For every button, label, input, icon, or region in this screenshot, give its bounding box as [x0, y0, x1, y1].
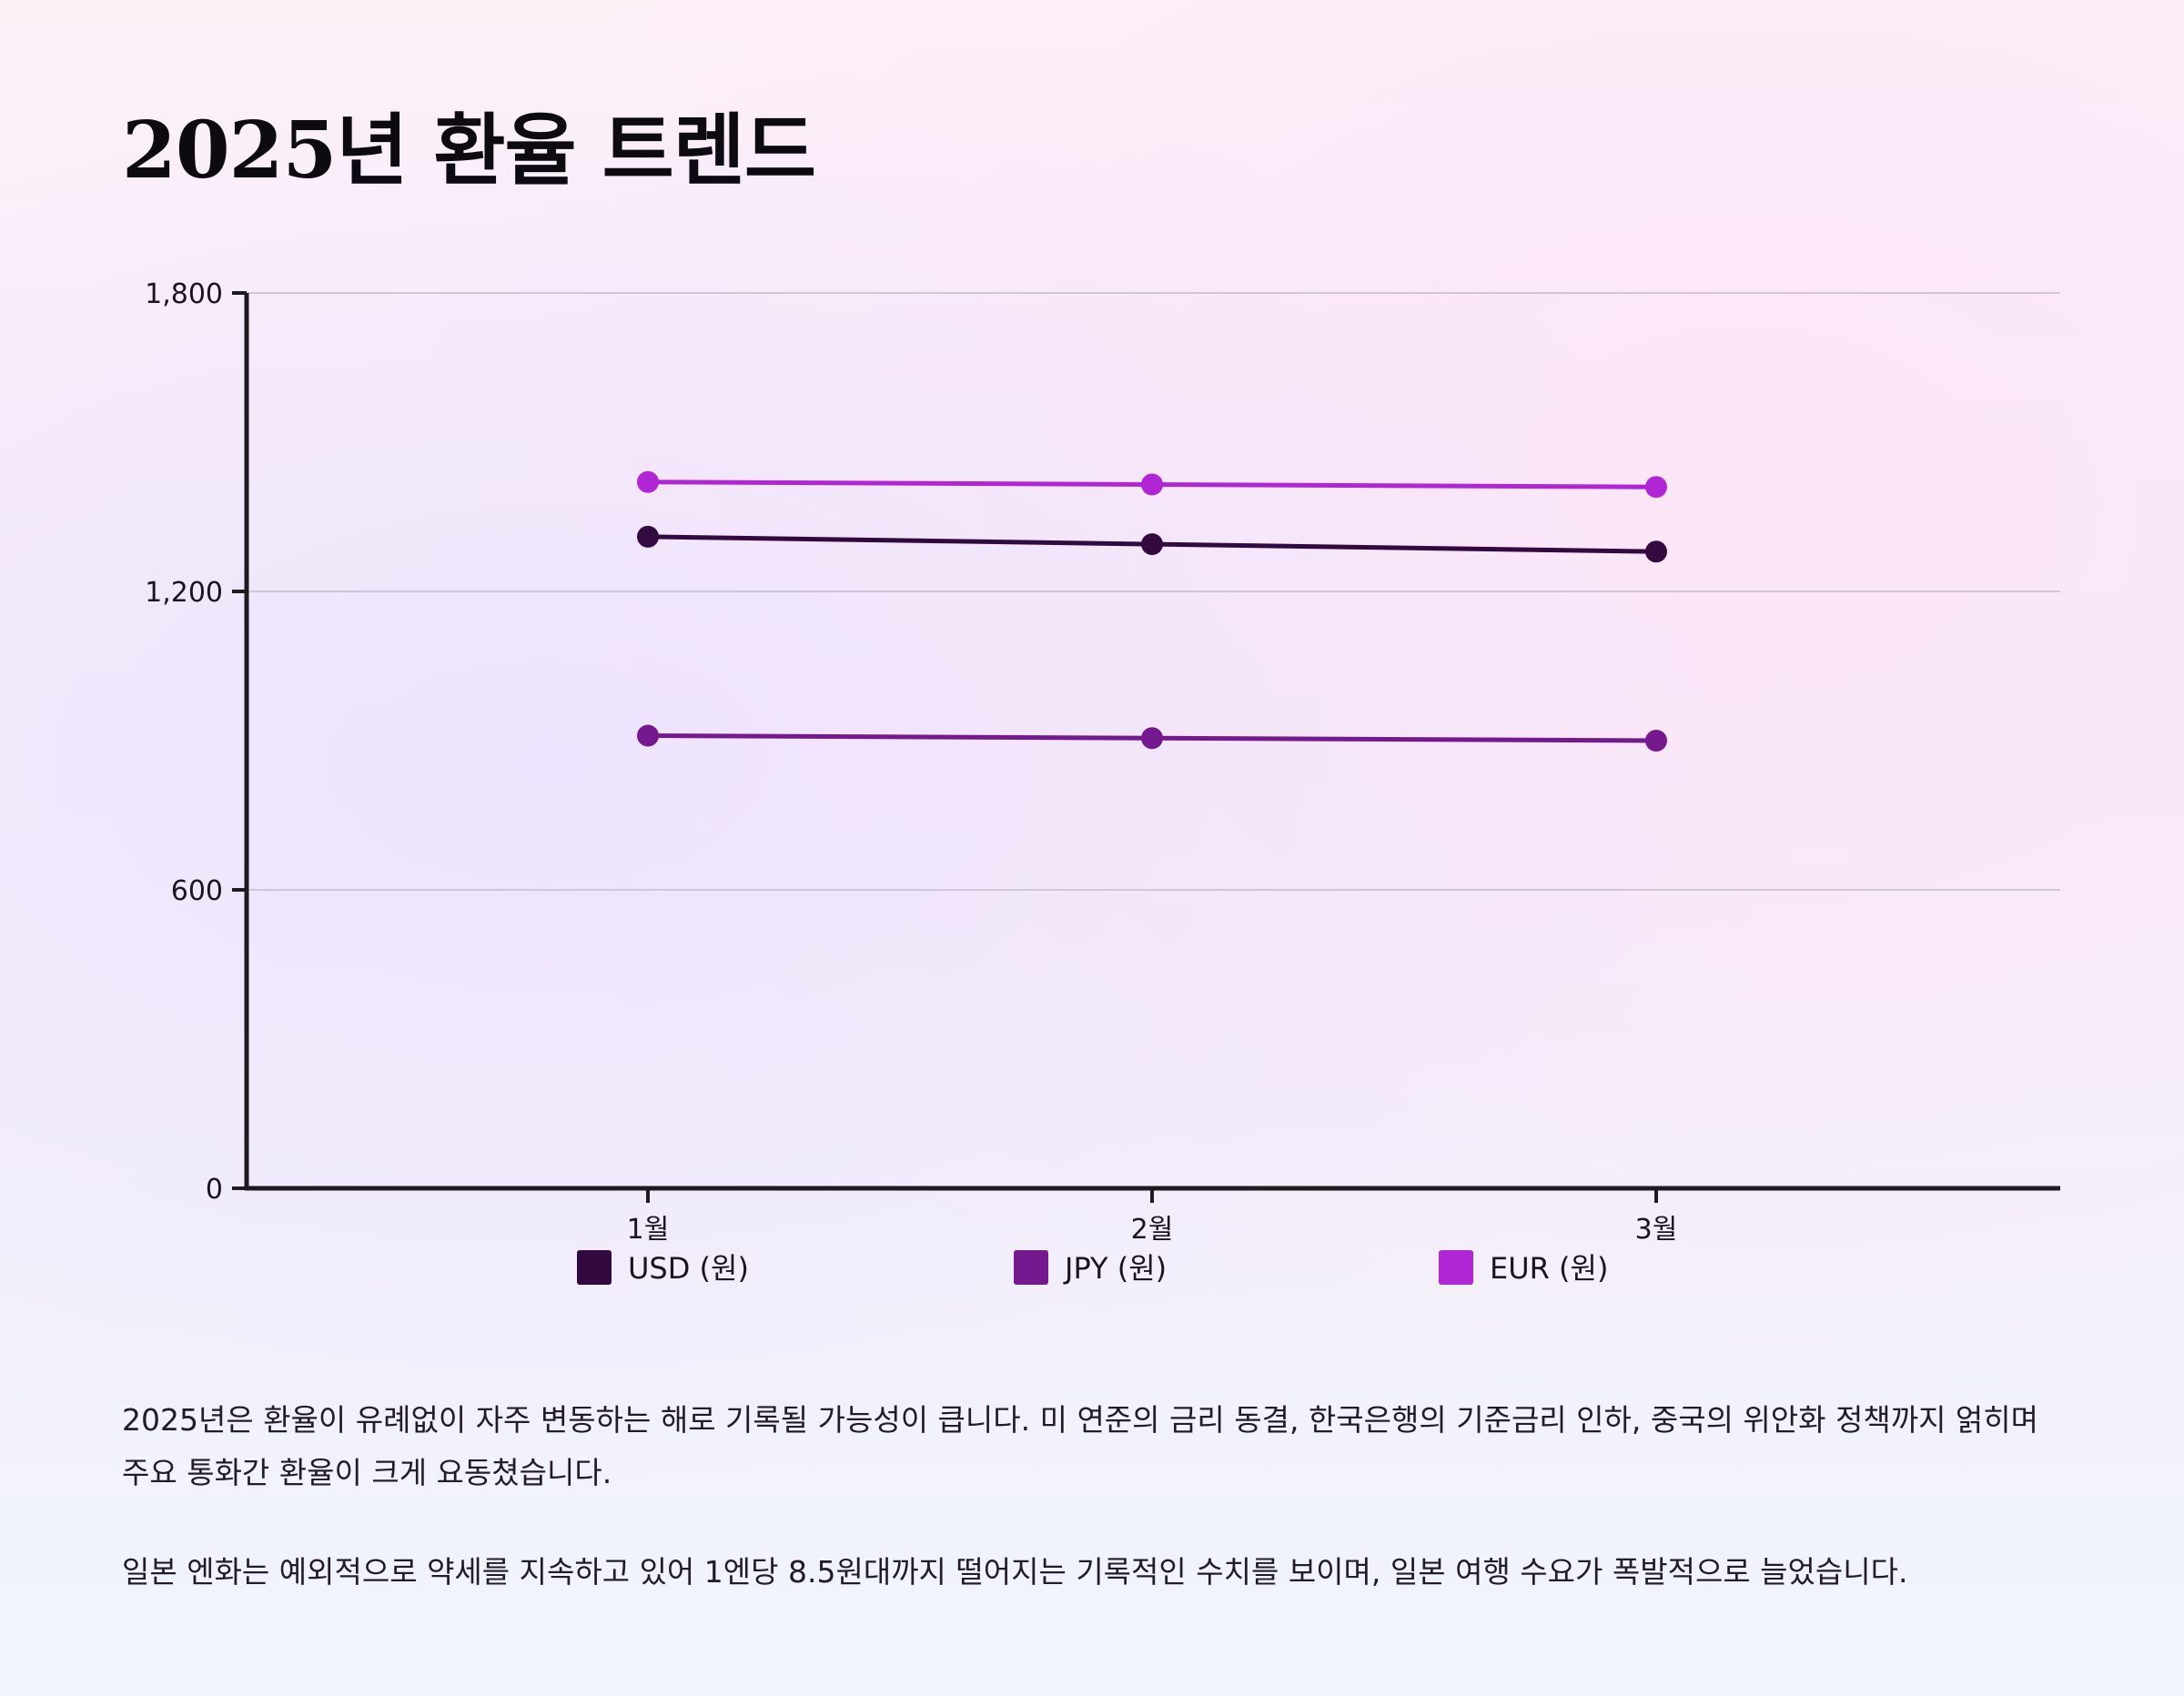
description-paragraph-1: 2025년은 환율이 유례없이 자주 변동하는 해로 기록될 가능성이 큽니다.…	[122, 1402, 2038, 1490]
y-tick-label: 600	[171, 875, 223, 907]
legend-swatch	[1439, 1250, 1473, 1285]
series-lines	[637, 470, 1667, 752]
data-point	[637, 525, 659, 548]
data-point	[637, 470, 659, 493]
x-tick-label: 3월	[1635, 1214, 1678, 1246]
legend-swatch	[1014, 1250, 1048, 1285]
data-point	[1141, 473, 1163, 496]
data-point	[1645, 730, 1667, 752]
page-title: 2025년 환율 트렌드	[122, 105, 816, 197]
legend: USD (원) JPY (원) EUR (원)	[577, 1250, 1608, 1286]
x-axis-ticks: 1월 2월 3월	[627, 1188, 1678, 1246]
y-axis-ticks: 0 600 1,200 1,800	[145, 278, 247, 1206]
y-tick-label: 1,200	[145, 577, 223, 609]
data-point	[1141, 533, 1163, 556]
description-paragraph-2: 일본 엔화는 예외적으로 약세를 지속하고 있어 1엔당 8.5원대까지 떨어지…	[122, 1554, 1908, 1590]
legend-label: EUR (원)	[1490, 1251, 1608, 1286]
line-chart: 0 600 1,200 1,800 1월 2월 3월 USD (원) JPY (원) EUR …	[145, 278, 2060, 1286]
x-tick-label: 2월	[1131, 1214, 1174, 1246]
grid-lines	[247, 292, 2060, 891]
legend-label: JPY (원)	[1063, 1251, 1167, 1286]
legend-label: USD (원)	[628, 1251, 749, 1286]
data-point	[1141, 727, 1163, 750]
y-tick-label: 1,800	[145, 278, 223, 310]
x-tick-label: 1월	[627, 1214, 670, 1246]
y-tick-label: 0	[206, 1174, 223, 1206]
data-point	[637, 724, 659, 747]
legend-swatch	[577, 1250, 612, 1285]
data-point	[1645, 476, 1667, 499]
data-point	[1645, 540, 1667, 563]
